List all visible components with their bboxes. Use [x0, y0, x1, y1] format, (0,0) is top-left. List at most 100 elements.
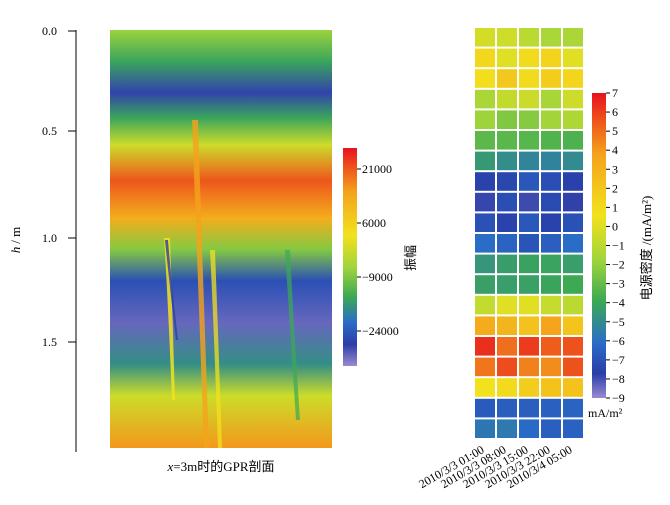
density-cell — [541, 48, 561, 68]
density-cell — [475, 48, 495, 68]
gpr-spike-4 — [285, 250, 300, 420]
density-cell — [519, 213, 539, 232]
density-cell — [497, 192, 517, 212]
density-cell — [519, 378, 539, 397]
gpr-colorbar-bar — [343, 148, 357, 366]
density-cell — [563, 213, 583, 232]
density-cell — [563, 89, 583, 109]
density-panel: 2010/3/3 01:00 2010/3/3 08:00 2010/3/3 1… — [416, 28, 654, 491]
density-cell — [519, 419, 539, 438]
density-cell — [497, 172, 517, 191]
density-cell — [541, 69, 561, 88]
gpr-y-axis-label: h/ m — [8, 227, 23, 253]
density-cell — [563, 48, 583, 68]
density-cell — [563, 337, 583, 356]
density-cell — [541, 275, 561, 294]
density-cell — [563, 234, 583, 253]
density-cell — [541, 131, 561, 150]
density-cell — [519, 151, 539, 171]
density-cell — [541, 110, 561, 129]
density-cell — [541, 398, 561, 418]
density-cell — [541, 213, 561, 232]
density-grid — [475, 28, 583, 438]
density-cell — [541, 316, 561, 335]
density-cell — [541, 151, 561, 171]
density-cell — [541, 419, 561, 438]
density-cell — [497, 254, 517, 274]
density-cell — [541, 28, 561, 47]
density-cb-label: 7 — [612, 86, 618, 100]
density-cell — [519, 357, 539, 377]
density-cell — [563, 357, 583, 377]
gpr-colorbar-label: 振幅 — [403, 245, 418, 271]
density-cb-label: −5 — [612, 315, 625, 329]
density-cb-label: −6 — [612, 334, 625, 348]
density-cell — [475, 316, 495, 335]
density-cell — [497, 275, 517, 294]
density-cell — [475, 131, 495, 150]
gpr-panel: 0.0 0.5 1.0 1.5 h/ m x=3m时的GPR剖面 21000 6… — [8, 24, 418, 474]
gpr-spike-1 — [164, 238, 175, 400]
density-cb-label: 6 — [612, 105, 618, 119]
density-cell — [519, 48, 539, 68]
gpr-features — [164, 120, 300, 448]
density-cell — [497, 398, 517, 418]
density-cell — [475, 110, 495, 129]
density-cell — [497, 48, 517, 68]
density-cell — [519, 316, 539, 335]
density-cell — [497, 28, 517, 47]
density-colorbar: 7 6 5 4 3 2 1 0 −1 −2 −3 −4 −5 −6 −7 −8 −9 mA/m² 电源密度 /(… — [588, 86, 654, 420]
density-cell — [497, 131, 517, 150]
density-cell — [475, 69, 495, 88]
density-cell — [563, 28, 583, 47]
density-cell — [563, 398, 583, 418]
density-cb-label: 3 — [612, 162, 618, 176]
density-cell — [541, 357, 561, 377]
density-cell — [541, 254, 561, 274]
density-cell — [519, 275, 539, 294]
density-cell — [519, 69, 539, 88]
density-cell — [497, 110, 517, 129]
density-cell — [519, 192, 539, 212]
density-cell — [519, 295, 539, 315]
density-cb-label: 2 — [612, 181, 618, 195]
density-cell — [519, 28, 539, 47]
density-cell — [475, 419, 495, 438]
density-cell — [475, 254, 495, 274]
density-cell — [497, 234, 517, 253]
density-cell — [475, 337, 495, 356]
density-cell — [541, 172, 561, 191]
density-colorbar-ticks: 7 6 5 4 3 2 1 0 −1 −2 −3 −4 −5 −6 −7 −8 −9 — [606, 86, 625, 405]
density-cell — [519, 110, 539, 129]
density-cell — [563, 110, 583, 129]
gpr-spike-3 — [210, 250, 222, 448]
density-x-ticks: 2010/3/3 01:00 2010/3/3 08:00 2010/3/3 1… — [416, 442, 574, 491]
density-cell — [497, 357, 517, 377]
density-cell — [541, 192, 561, 212]
density-cell — [519, 89, 539, 109]
density-cell — [519, 234, 539, 253]
density-cell — [497, 337, 517, 356]
density-cb-label: −9 — [612, 391, 625, 405]
gpr-cb-label-0: 21000 — [362, 162, 392, 176]
density-colorbar-label: 电源密度 /(mA/m²) — [639, 196, 654, 301]
density-cb-label: 1 — [612, 200, 618, 214]
density-cell — [541, 337, 561, 356]
density-cell — [563, 192, 583, 212]
gpr-caption: x=3m时的GPR剖面 — [166, 459, 274, 474]
density-cell — [541, 89, 561, 109]
density-cell — [475, 172, 495, 191]
gpr-y-ticks: 0.0 0.5 1.0 1.5 — [42, 24, 76, 349]
density-cell — [519, 131, 539, 150]
density-cell — [497, 295, 517, 315]
density-cb-label: 4 — [612, 143, 618, 157]
density-cell — [541, 234, 561, 253]
gpr-ytick-label-2: 1.0 — [42, 231, 57, 245]
density-cell — [563, 295, 583, 315]
density-cell — [475, 151, 495, 171]
density-cell — [475, 378, 495, 397]
density-cb-label: −8 — [612, 372, 625, 386]
density-cb-label: −3 — [612, 277, 625, 291]
gpr-image — [110, 30, 332, 448]
gpr-ytick-label-0: 0.0 — [42, 24, 57, 38]
